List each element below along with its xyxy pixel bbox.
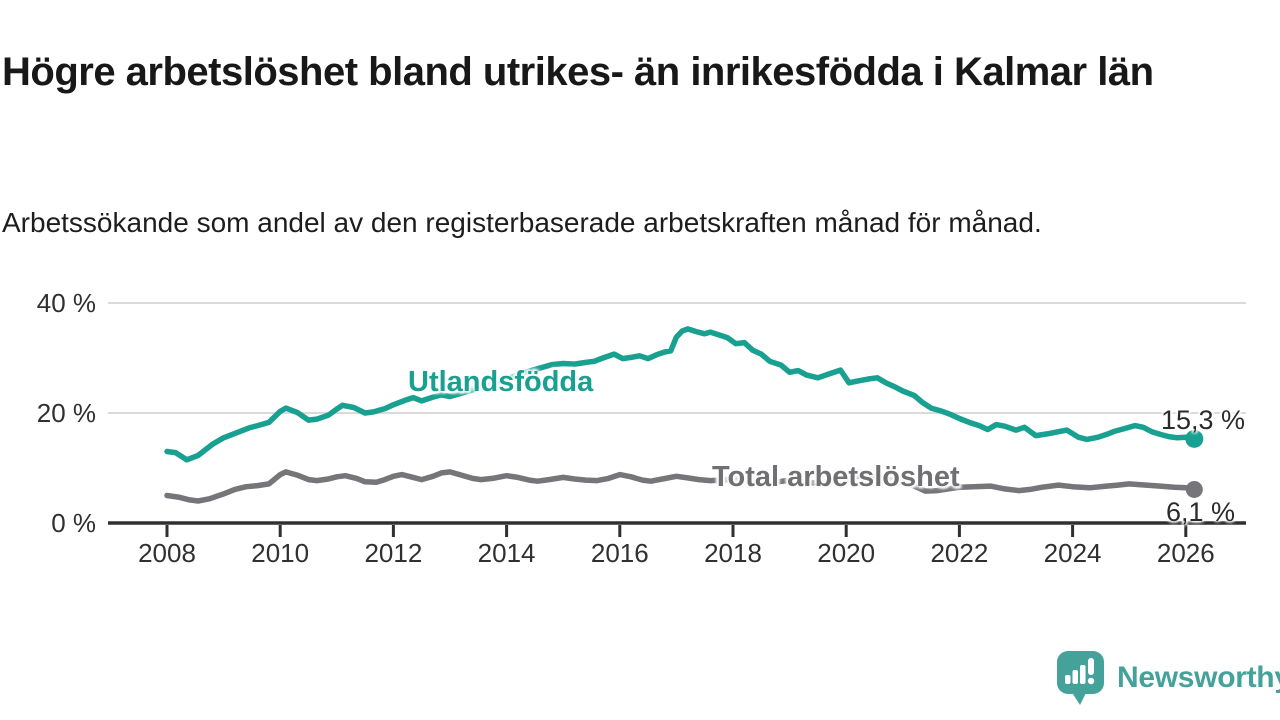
newsworthy-brand: Newsworthy: [1056, 650, 1280, 706]
end-value-label-utlandsfodda: 15,3 %: [1161, 405, 1246, 435]
x-axis-tick-label-2010: 2010: [251, 538, 310, 568]
newsworthy-bubble-chart-icon: [1057, 651, 1104, 705]
x-axis-tick-label-2016: 2016: [590, 538, 649, 568]
x-axis-tick-label-2018: 2018: [704, 538, 762, 568]
chart-subtitle: Arbetssökande som andel av den registerb…: [2, 207, 1042, 238]
series-line-0: [164, 326, 1198, 463]
y-axis-tick-label-40: 40 %: [36, 288, 96, 318]
series-label-total-arbetsloshet: Total arbetslöshet: [712, 461, 960, 493]
series-end-dot-0: [1185, 429, 1204, 448]
x-axis-tick-label-2022: 2022: [930, 538, 989, 568]
series-label-utlandsfodda: Utlandsfödda: [408, 366, 594, 398]
end-value-label-total-arbetsloshet: 6,1 %: [1166, 497, 1236, 527]
x-axis-tick-label-2024: 2024: [1043, 538, 1102, 568]
x-axis-tick-label-2026: 2026: [1156, 538, 1215, 568]
series-end-dot-1: [1185, 480, 1203, 498]
chart-title: Högre arbetslöshet bland utrikes- än inr…: [2, 49, 1154, 94]
x-axis-tick-label-2020: 2020: [817, 538, 876, 568]
series-line-1: [164, 469, 1198, 504]
newsworthy-wordmark: Newsworthy: [1117, 661, 1280, 694]
x-axis-tick-label-2014: 2014: [477, 538, 536, 568]
x-axis-tick-label-2012: 2012: [364, 538, 423, 568]
x-axis-tick-label-2008: 2008: [138, 538, 196, 568]
y-axis-tick-label-20: 20 %: [36, 398, 96, 428]
y-axis-tick-label-0: 0 %: [51, 508, 96, 538]
